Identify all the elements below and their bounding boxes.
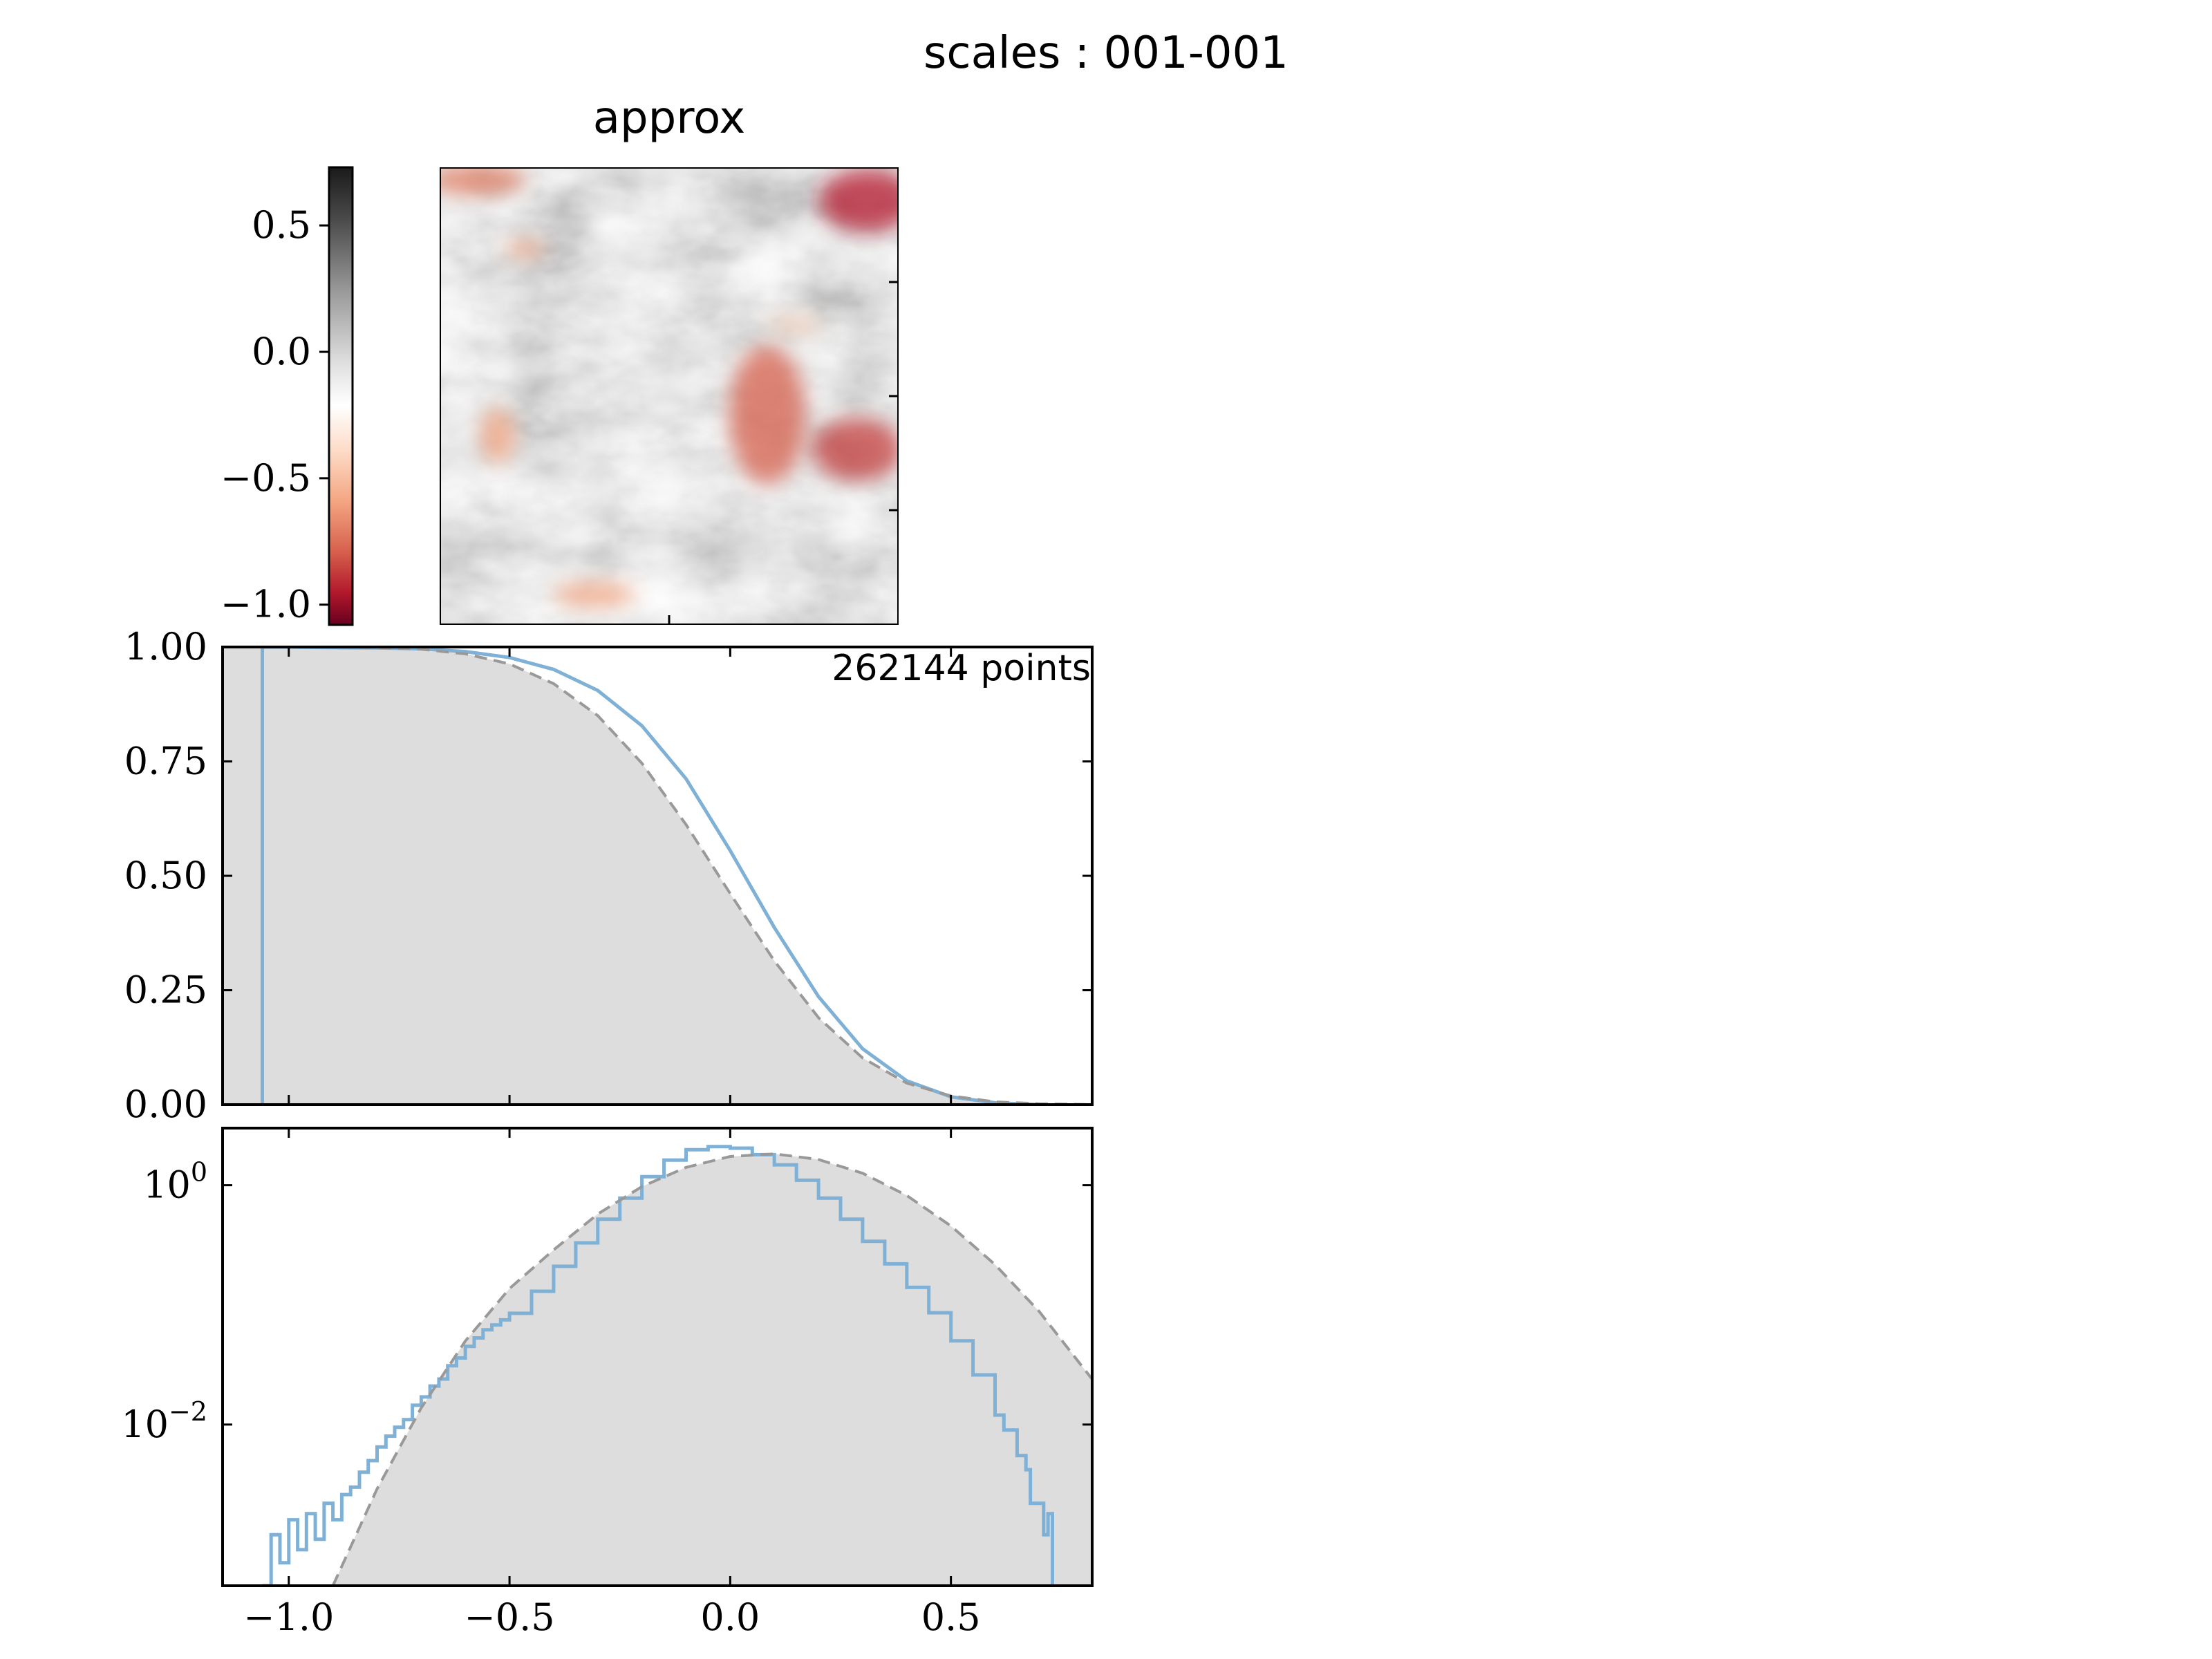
survival-ytick-label: 0.75: [124, 740, 207, 783]
pdf-xtick-label: 0.0: [700, 1595, 760, 1639]
pdf-ticks: 100 10−2 −1.0 −0.5 0.0 0.5: [121, 1128, 1092, 1639]
points-annotation: 262144 points: [832, 648, 1091, 689]
survival-axes: 0.00 0.25 0.50 0.75 1.00 262144 points: [124, 625, 1094, 1126]
pdf-gaussian-line: [331, 1152, 1092, 1586]
pdf-xtick-label: 0.5: [921, 1595, 981, 1639]
figure-title: scales : 001-001: [924, 28, 1288, 79]
pdf-ytick-label: 100: [143, 1157, 207, 1207]
image-ticks: [668, 281, 899, 625]
survival-ticks: 0.00 0.25 0.50 0.75 1.00: [124, 625, 1092, 1126]
pdf-gaussian-fill: [223, 1154, 1092, 1586]
colorbar-tick-label: −0.5: [221, 456, 311, 500]
survival-ytick-label: 0.00: [124, 1082, 207, 1126]
colorbar: 0.5 0.0 −0.5 −1.0: [221, 166, 354, 626]
image-title: approx: [593, 93, 745, 144]
colorbar-tick-label: 0.5: [252, 203, 311, 247]
pdf-axes: 100 10−2 −1.0 −0.5 0.0 0.5: [121, 1127, 1094, 1639]
pdf-xtick-label: −0.5: [465, 1595, 555, 1639]
colorbar-tick-label: 0.0: [252, 330, 311, 373]
pdf-xtick-label: −1.0: [243, 1595, 334, 1639]
colorbar-tick-label: −1.0: [221, 583, 311, 626]
colorbar-gradient: [328, 166, 354, 626]
survival-ytick-label: 1.00: [124, 625, 207, 668]
survival-gaussian-fill: [223, 647, 1092, 1105]
survival-ytick-label: 0.25: [124, 968, 207, 1012]
pdf-empirical-line: [262, 1145, 1054, 1586]
colorbar-ticks: 0.5 0.0 −0.5 −1.0: [221, 203, 329, 626]
pdf-ytick-label: 10−2: [121, 1396, 207, 1446]
approx-image: [440, 167, 899, 625]
survival-ytick-label: 0.50: [124, 854, 207, 897]
